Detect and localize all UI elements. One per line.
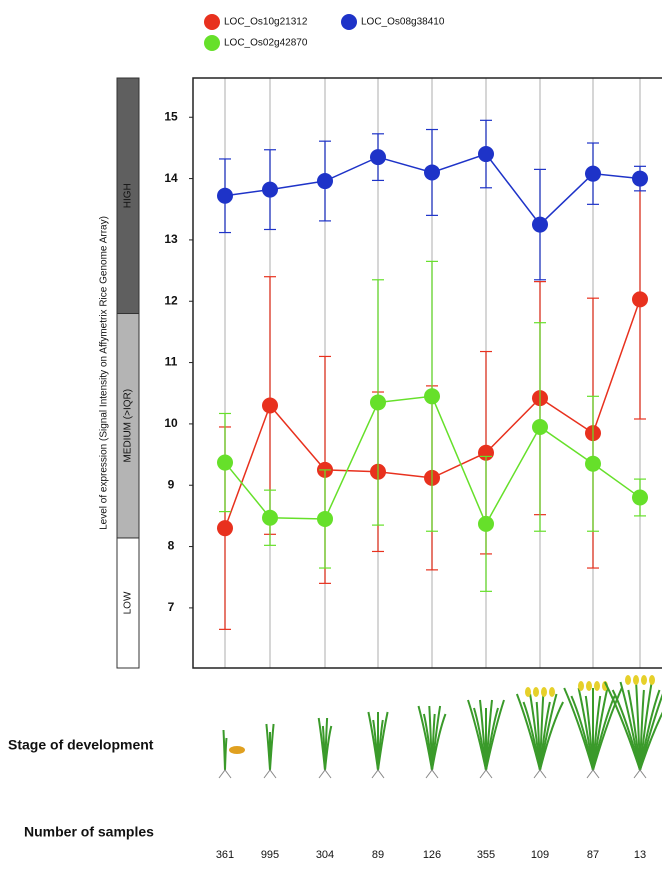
plant-panicle [578,681,584,691]
point [632,291,648,307]
point [317,511,333,527]
y-tick-label: 14 [164,171,178,185]
plant-panicle [625,675,631,685]
plant-root [534,770,546,778]
sample-count: 126 [423,849,441,861]
point [585,166,601,182]
samples-label: Number of samples [24,824,154,840]
plant-root [634,770,646,778]
point [217,188,233,204]
point [632,171,648,187]
sample-count: 89 [372,849,384,861]
point [370,394,386,410]
point [585,456,601,472]
plant-root [480,770,492,778]
y-tick-label: 11 [165,355,178,369]
point [532,217,548,233]
legend-marker [204,35,220,51]
point [217,455,233,471]
sample-count: 304 [316,849,334,861]
plant-icon [368,712,387,778]
point [632,490,648,506]
point [478,146,494,162]
plant-panicle [525,687,531,697]
y-axis-label: Level of expression (Signal Intensity on… [99,216,110,530]
y-tick-label: 15 [164,109,178,123]
plant-panicle [649,675,655,685]
sample-count: 87 [587,849,599,861]
sample-count: 995 [261,849,279,861]
plant-root [264,770,276,778]
sample-count: 13 [634,849,646,861]
chart: Level of expression (Signal Intensity on… [0,0,662,865]
point [532,419,548,435]
band-label: LOW [123,591,134,614]
sample-count: 361 [216,849,234,861]
point [424,388,440,404]
legend-label: LOC_Os10g21312 [224,17,308,28]
plant-icon [605,675,662,778]
plant-panicle [549,687,555,697]
point [217,520,233,536]
plant-panicle [633,675,639,685]
point [262,182,278,198]
stage-label: Stage of development [8,737,154,753]
legend-marker [204,14,220,30]
plant-root [372,770,384,778]
plant-root [219,770,231,778]
point [317,173,333,189]
legend-label: LOC_Os02g42870 [224,38,308,49]
y-tick-label: 12 [164,293,178,307]
plant-root [319,770,331,778]
plant-icon [564,681,622,778]
y-tick-label: 13 [164,232,178,246]
y-tick-label: 7 [168,600,175,614]
legend-label: LOC_Os08g38410 [361,17,445,28]
plant-seed [229,746,245,754]
band-label: MEDIUM (>IQR) [123,389,134,463]
band-label: HIGH [123,183,134,208]
point [478,516,494,532]
plant-icon [264,724,276,778]
plant-icon [319,718,332,778]
sample-count: 109 [531,849,549,861]
plant-icon [468,700,504,778]
plant-leaf [225,738,227,770]
plant-icon [219,730,245,778]
point [262,510,278,526]
plant-panicle [641,675,647,685]
y-tick-label: 10 [164,416,178,430]
y-tick-label: 9 [168,477,175,491]
point [262,398,278,414]
plant-panicle [541,687,547,697]
sample-count: 355 [477,849,495,861]
plant-icon [517,687,563,778]
point [370,149,386,165]
plant-root [426,770,438,778]
y-tick-label: 8 [168,539,175,553]
plant-panicle [586,681,592,691]
plant-icon [419,706,446,778]
plant-panicle [594,681,600,691]
point [424,164,440,180]
plant-root [587,770,599,778]
plant-panicle [533,687,539,697]
legend-marker [341,14,357,30]
